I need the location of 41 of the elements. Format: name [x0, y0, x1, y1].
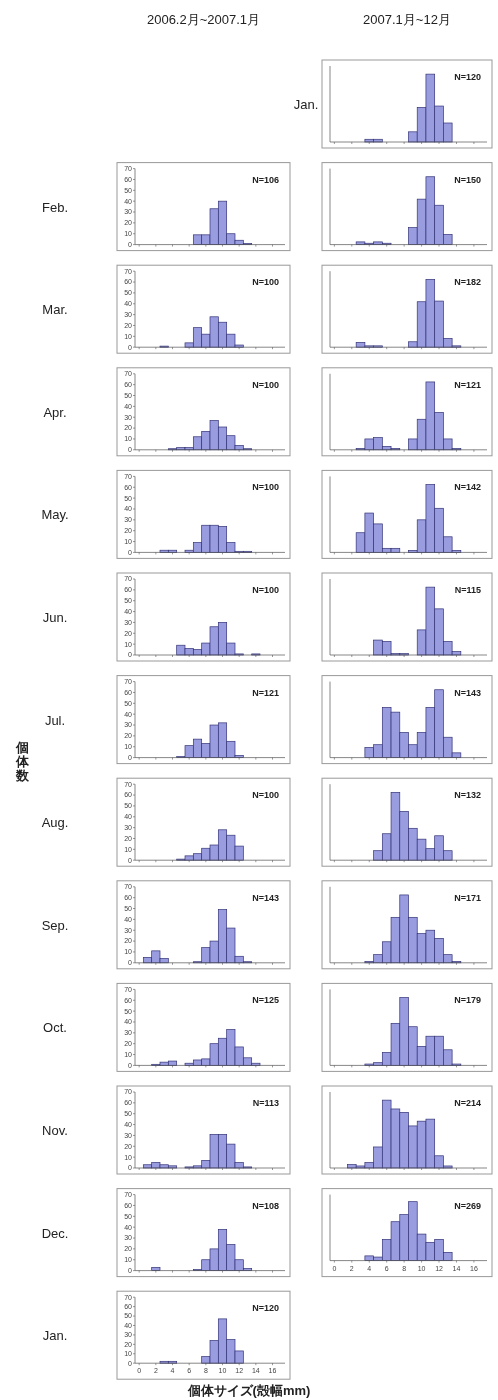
text: Mar. [42, 302, 68, 318]
annotation: N=100 [252, 790, 279, 801]
chart-title: 2006.2月~2007.1月 [146, 12, 261, 27]
annotation: N=115 [454, 585, 481, 595]
annotation: N=125 [252, 995, 279, 1006]
annotation: N=100 [252, 379, 279, 390]
annotation: N=121 [252, 687, 279, 698]
annotation: N=121 [454, 379, 481, 390]
annotation: N=106 [252, 174, 279, 185]
text: May. [41, 507, 69, 523]
annotation: N=179 [454, 995, 481, 1006]
annotation: N=100 [252, 482, 279, 493]
text: Feb. [41, 199, 69, 215]
annotation: N=150 [454, 174, 481, 185]
annotation: N=120 [252, 1303, 279, 1314]
text: Oct. [43, 1020, 67, 1036]
annotation: N=269 [454, 1200, 481, 1211]
annotation: N=120 [454, 72, 481, 82]
text: Jul. [44, 712, 66, 728]
text: Jan. [42, 1328, 68, 1344]
annotation: N=100 [252, 277, 279, 288]
annotation: N=132 [454, 790, 481, 801]
annotation: N=182 [454, 277, 481, 288]
text: Apr. [43, 404, 67, 420]
annotation: N=113 [252, 1098, 279, 1108]
annotation: N=108 [252, 1200, 279, 1211]
text: Aug. [41, 815, 69, 831]
text: Jan. [293, 97, 319, 112]
text: Dec. [41, 1225, 69, 1241]
chart-title: 2007.1月~12月 [363, 12, 451, 27]
x-axis-title: 個体サイズ(殻幅mm) [186, 1383, 311, 1399]
annotation: N=171 [454, 892, 481, 903]
annotation: N=100 [252, 585, 279, 595]
annotation: N=142 [454, 482, 481, 493]
text: Jun. [42, 610, 68, 625]
annotation: N=143 [252, 892, 279, 903]
text: Sep. [41, 917, 69, 933]
y-axis-title: 個体数 [14, 739, 30, 783]
text: Nov. [42, 1123, 68, 1138]
annotation: N=143 [454, 687, 481, 698]
annotation: N=214 [454, 1098, 481, 1108]
